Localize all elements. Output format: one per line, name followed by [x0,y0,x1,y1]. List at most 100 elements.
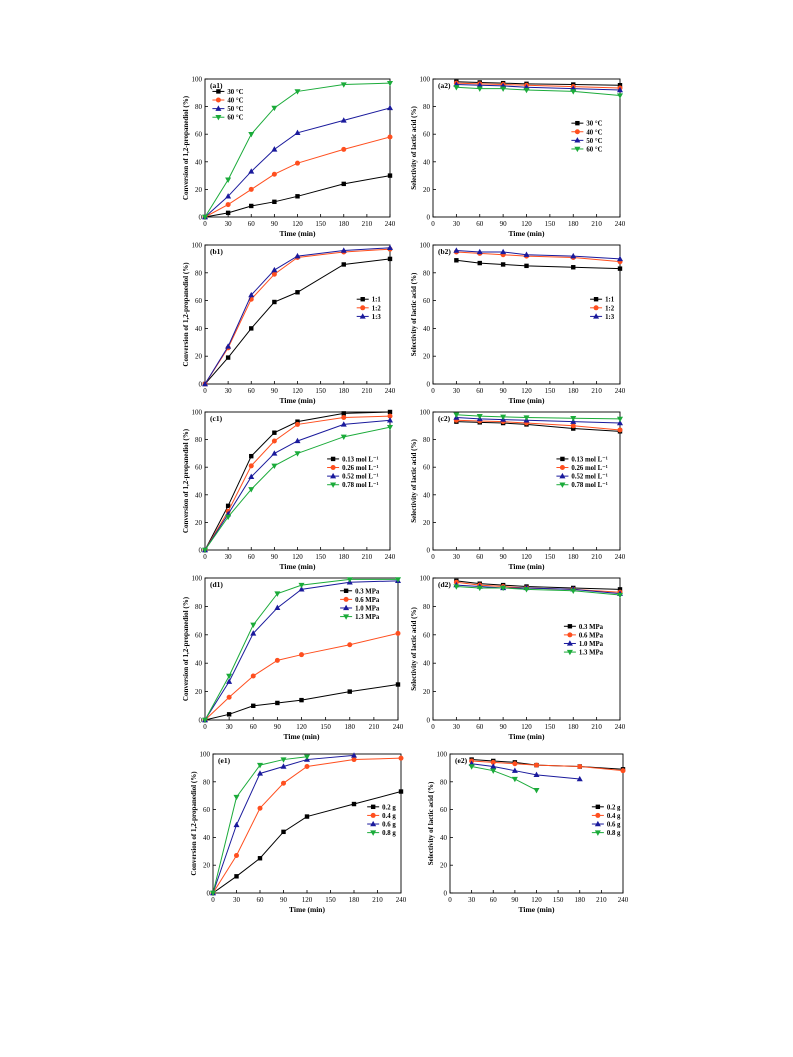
legend-marker [343,614,350,620]
data-point [249,453,254,459]
legend-entry: 0.2 g [382,804,396,811]
data-point [523,587,530,593]
data-point [294,89,301,95]
data-point [294,451,301,457]
x-tick-label: 240 [393,723,404,731]
y-tick-label: 60 [195,631,203,639]
data-point [250,673,256,679]
legend-marker [595,812,601,818]
y-tick-label: 0 [427,214,431,222]
data-point [304,754,310,760]
series-line [456,417,621,424]
data-point [226,678,233,684]
series-line [456,84,621,91]
data-point [617,266,623,271]
data-point [341,146,347,152]
x-tick-label: 180 [575,896,586,904]
y-tick-label: 80 [440,778,448,786]
legend-marker [593,305,599,311]
data-point [274,591,281,597]
data-point [340,421,347,427]
y-tick-label: 80 [195,436,203,444]
legend-marker [370,812,376,818]
y-tick-label: 20 [203,862,211,870]
data-point [398,789,404,794]
series-line [204,632,399,721]
y-tick-label: 80 [423,436,431,444]
legend-marker [574,146,581,153]
series-line [471,766,537,791]
x-tick-label: 60 [490,896,498,904]
data-point [346,577,353,583]
data-point [577,764,583,770]
legend: 0.13 mol L⁻¹ 0.26 mol L⁻¹ 0.52 mol L⁻¹0.78… [327,456,379,489]
data-point [251,703,256,708]
chart-panel-d1: 0 30 60 90 120 150 180 210 240 0 20 40 60 80 100 Time (… [182,575,404,742]
series-line [456,250,621,260]
data-point [281,780,286,786]
panel-label: (c2) [438,414,451,423]
x-tick-label: 30 [453,553,461,561]
x-tick-label: 180 [339,220,350,228]
legend-entry: 50 °C [227,106,243,113]
x-tick-label: 180 [568,220,579,228]
y-axis-label: Selectivity of lactic acid (%) [410,272,418,356]
data-point [233,794,240,801]
legend-entry: 0.4 g [607,813,621,820]
y-tick-label: 80 [195,603,203,611]
legend-entry: 0.3 MPa [355,588,380,595]
y-tick-label: 20 [423,688,431,696]
data-point [249,203,254,209]
series-line [456,584,621,595]
data-point [299,697,304,703]
y-tick-label: 40 [195,660,203,668]
data-point [571,265,576,270]
legend-marker [593,297,599,302]
data-point [248,168,255,174]
x-tick-label: 150 [545,553,556,561]
x-axis-label: Time (min) [519,905,555,914]
data-point [351,752,357,758]
legend-marker [574,129,580,135]
y-axis-label: Selectivity of lactic acid (%) [427,781,435,865]
legend-entry: 1:3 [372,314,382,321]
data-point [453,85,460,91]
x-tick-label: 180 [339,553,350,561]
legend-entry: 0.8 g [382,830,396,837]
x-tick-label: 210 [596,896,607,904]
x-tick-label: 210 [362,387,373,395]
legend-entry: 0.6 g [382,822,396,829]
data-point [571,426,576,431]
y-tick-label: 60 [423,131,431,139]
y-tick-label: 60 [203,806,211,814]
data-point [225,177,232,183]
data-point [275,700,280,706]
data-point [271,105,278,112]
y-tick-label: 80 [423,603,431,611]
x-tick-label: 90 [500,387,508,395]
x-tick-label: 0 [431,723,435,731]
chart-panel-b1: 0 30 60 90 120 150 180 210 240 0 20 40 60 80 100 Time (… [182,242,396,406]
data-point [249,326,254,331]
data-point [272,430,277,435]
y-tick-label: 0 [199,547,203,555]
x-tick-label: 120 [521,220,532,228]
x-tick-label: 60 [476,553,484,561]
legend-entry: 0.26 mol L⁻¹ [342,465,378,472]
data-point [304,764,310,770]
data-point [257,805,263,811]
data-point [570,89,577,95]
panel-label: (a2) [438,81,451,90]
legend-marker [559,472,566,479]
legend-entry: 0.13 mol L⁻¹ [342,456,378,463]
series-line [212,756,308,894]
legend-marker [343,596,349,602]
x-tick-label: 210 [591,723,602,731]
data-point [347,642,353,648]
x-tick-label: 210 [369,723,380,731]
x-tick-label: 210 [591,387,602,395]
legend: 1:11:2 1:3 [356,297,382,321]
legend-entry: 0.6 g [607,822,621,829]
x-tick-label: 180 [345,723,356,731]
